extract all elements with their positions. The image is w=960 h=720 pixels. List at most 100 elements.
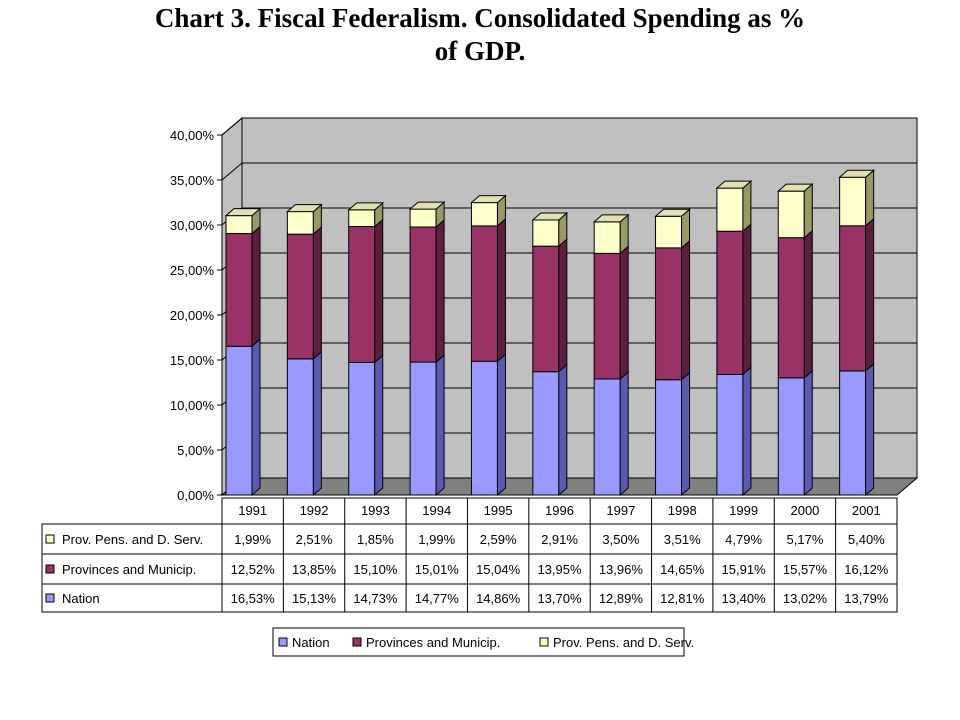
bar-segment — [593, 221, 621, 254]
y-tick-label: 15,00% — [170, 353, 215, 368]
table-series-name: Prov. Pens. and D. Serv. — [62, 532, 203, 547]
bar-segment-side — [742, 366, 752, 497]
bar-top-face — [715, 180, 753, 189]
bar-stack — [470, 194, 507, 497]
bar-segment-side — [374, 354, 384, 497]
bar-segment-side — [619, 245, 629, 381]
bar-stack — [286, 203, 323, 497]
bar-top-face — [224, 208, 262, 217]
bar-segment-side — [865, 217, 875, 372]
bar-segment — [839, 370, 867, 496]
table-value-label: 13,70% — [537, 591, 582, 606]
x-category-label: 1993 — [361, 503, 390, 518]
y-tick-label: 25,00% — [170, 263, 215, 278]
legend-label: Prov. Pens. and D. Serv. — [553, 635, 694, 650]
bar-stack — [715, 179, 753, 497]
bar-segment-side — [312, 226, 322, 360]
y-tick-label: 5,00% — [177, 443, 214, 458]
bar-segment — [225, 233, 253, 347]
bar-top-face — [654, 208, 691, 217]
table-value-label: 15,10% — [353, 562, 398, 577]
bar-segment — [655, 379, 683, 496]
chart-title-line-1: Chart 3. Fiscal Federalism. Consolidated… — [154, 3, 806, 33]
gridline-side — [221, 117, 243, 136]
legend-swatch — [539, 637, 549, 647]
bar-segment-side — [865, 362, 875, 497]
bar-segment-side — [251, 225, 261, 348]
table-value-label: 15,57% — [783, 562, 828, 577]
bar-segment — [348, 226, 376, 363]
table-legend-swatch — [45, 593, 55, 603]
bar-stack — [224, 207, 262, 497]
table-value-label: 5,40% — [848, 532, 885, 547]
bar-segment — [593, 378, 621, 496]
bar-stack — [592, 213, 630, 497]
y-tick-label: 0,00% — [177, 488, 214, 503]
bar-segment — [655, 247, 683, 381]
x-category-label: 1999 — [729, 503, 758, 518]
legend-box — [272, 627, 685, 657]
bar-segment — [470, 225, 498, 362]
bar-stack — [838, 169, 875, 497]
bar-segment-side — [496, 217, 506, 363]
x-category-label: 2000 — [790, 503, 819, 518]
bar-top-face — [531, 212, 569, 221]
table-value-label: 12,89% — [599, 591, 644, 606]
x-category-label: 1991 — [238, 503, 267, 518]
bar-segment-side — [865, 169, 875, 227]
bar-stack — [531, 211, 569, 497]
bar-segment-side — [681, 371, 691, 497]
table-value-label: 5,17% — [787, 532, 824, 547]
bar-stack — [776, 183, 814, 497]
bar-top-face — [286, 204, 323, 213]
y-tick-label: 40,00% — [170, 128, 215, 143]
table-value-label: 1,99% — [234, 532, 271, 547]
x-category-label: 1998 — [668, 503, 697, 518]
table-series-name: Provinces and Municip. — [62, 562, 196, 577]
bar-segment — [839, 176, 867, 227]
table-value-label: 15,13% — [292, 591, 337, 606]
bar-segment — [839, 225, 867, 372]
bar-segment — [777, 377, 805, 496]
table-value-label: 3,50% — [602, 532, 639, 547]
bar-top-face — [347, 202, 385, 211]
bar-segment-side — [374, 218, 384, 364]
bar-top-face — [408, 201, 446, 210]
bar-segment — [532, 245, 560, 373]
bar-top-face — [838, 169, 875, 178]
table-value-label: 13,85% — [292, 562, 337, 577]
bar-top-face — [470, 195, 507, 204]
table-value-label: 2,91% — [541, 532, 578, 547]
table-value-label: 15,01% — [415, 562, 460, 577]
bar-segment — [532, 371, 560, 496]
bar-segment — [286, 211, 314, 235]
table-value-label: 3,51% — [664, 532, 701, 547]
bar-segment-side — [496, 353, 506, 497]
legend-label: Provinces and Municip. — [366, 635, 500, 650]
table-value-label: 12,52% — [231, 562, 276, 577]
table-series-name: Nation — [62, 591, 100, 606]
table-value-label: 1,99% — [418, 532, 455, 547]
bar-segment — [593, 252, 621, 380]
bar-segment-side — [558, 238, 568, 373]
table-value-label: 15,04% — [476, 562, 521, 577]
table-value-label: 13,02% — [783, 591, 828, 606]
bar-segment — [409, 361, 437, 496]
table-value-label: 2,59% — [480, 532, 517, 547]
bar-segment — [777, 237, 805, 379]
x-category-label: 1997 — [606, 503, 635, 518]
bar-segment-side — [803, 183, 813, 239]
bar-top-face — [776, 183, 814, 192]
bar-segment — [716, 373, 744, 496]
bar-segment — [286, 233, 314, 360]
bar-stack — [408, 200, 446, 497]
table-value-label: 13,40% — [722, 591, 767, 606]
bar-segment — [716, 187, 744, 232]
legend-swatch — [278, 637, 288, 647]
legend-swatch — [352, 637, 362, 647]
x-category-label: 1994 — [422, 503, 451, 518]
bar-segment — [286, 358, 314, 496]
bar-segment-side — [619, 370, 629, 497]
legend-label: Nation — [292, 635, 330, 650]
bar-segment — [470, 360, 498, 496]
